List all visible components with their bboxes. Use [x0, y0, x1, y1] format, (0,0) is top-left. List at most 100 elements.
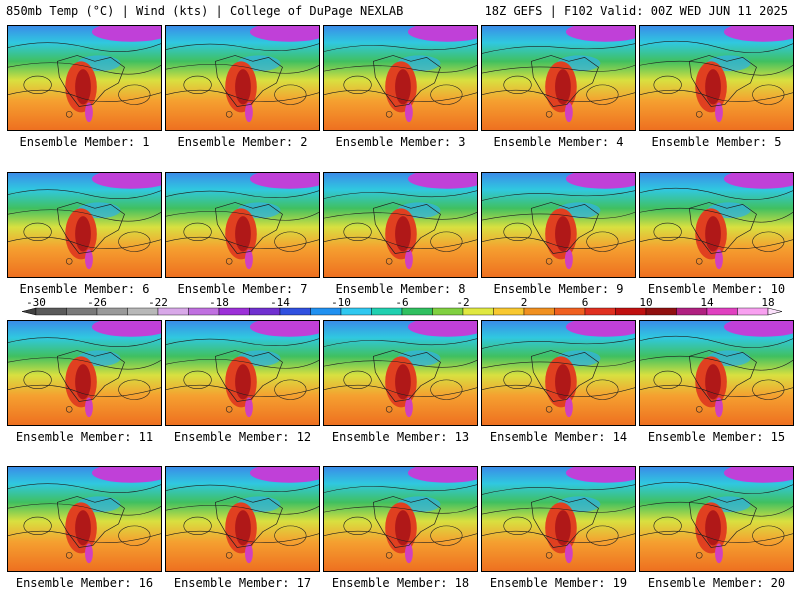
temperature-map-image: [8, 467, 161, 571]
ensemble-member-map: [323, 25, 478, 131]
colorbar-swatch: [645, 307, 677, 316]
ensemble-member-map: [323, 172, 478, 278]
temperature-map-image: [324, 467, 477, 571]
model-run-info: 18Z GEFS | F102 Valid: 00Z WED JUN 11 20…: [484, 4, 788, 18]
ensemble-member-map: [481, 25, 636, 131]
ensemble-member-map: [7, 172, 162, 278]
temperature-map-image: [482, 467, 635, 571]
temperature-map-image: [166, 26, 319, 130]
colorbar-swatch: [706, 307, 738, 316]
temperature-colorbar: -30-26-22-18-14-10-6-2261014182226303438…: [21, 296, 783, 316]
ensemble-member-map: [165, 320, 320, 426]
colorbar-tick-label: -18: [209, 296, 229, 309]
colorbar-swatch: [462, 307, 494, 316]
colorbar-swatch: [35, 307, 67, 316]
temperature-map-image: [640, 321, 793, 425]
colorbar-tick-label: -22: [148, 296, 168, 309]
ensemble-member-map: [481, 466, 636, 572]
ensemble-member-map: [323, 320, 478, 426]
colorbar-tick-label: 6: [582, 296, 589, 309]
ensemble-member-label: Ensemble Member: 3: [335, 135, 466, 149]
colorbar-swatch: [584, 307, 616, 316]
colorbar-tick-label: 14: [700, 296, 714, 309]
temperature-map-image: [166, 467, 319, 571]
ensemble-member-map: [639, 25, 794, 131]
colorbar-tick-label: -10: [331, 296, 351, 309]
ensemble-member-label: Ensemble Member: 10: [647, 282, 786, 296]
temperature-map-image: [482, 173, 635, 277]
ensemble-member-label: Ensemble Member: 6: [19, 282, 150, 296]
ensemble-member-map: [481, 320, 636, 426]
colorbar-swatch: [157, 307, 189, 316]
temperature-map-image: [8, 321, 161, 425]
colorbar-max-arrow: [767, 307, 783, 316]
colorbar-swatch: [249, 307, 281, 316]
ensemble-member-label: Ensemble Member: 19: [489, 576, 628, 590]
colorbar-swatch: [523, 307, 555, 316]
ensemble-member-label: Ensemble Member: 18: [331, 576, 470, 590]
ensemble-member-label: Ensemble Member: 12: [173, 430, 312, 444]
ensemble-member-map: [639, 466, 794, 572]
ensemble-member-label: Ensemble Member: 16: [15, 576, 154, 590]
colorbar-swatch: [493, 307, 525, 316]
colorbar-swatch: [737, 307, 769, 316]
temperature-map-image: [8, 26, 161, 130]
ensemble-member-map: [165, 172, 320, 278]
ensemble-member-label: Ensemble Member: 9: [493, 282, 624, 296]
colorbar-swatch: [66, 307, 98, 316]
ensemble-member-map: [639, 172, 794, 278]
colorbar-tick-label: -26: [87, 296, 107, 309]
ensemble-member-label: Ensemble Member: 20: [647, 576, 786, 590]
temperature-map-image: [324, 26, 477, 130]
colorbar-swatch: [676, 307, 708, 316]
colorbar-tick-label: -14: [270, 296, 290, 309]
colorbar-swatch: [96, 307, 128, 316]
ensemble-member-label: Ensemble Member: 5: [651, 135, 782, 149]
ensemble-member-label: Ensemble Member: 14: [489, 430, 628, 444]
colorbar-tick-label: -2: [456, 296, 469, 309]
ensemble-member-label: Ensemble Member: 2: [177, 135, 308, 149]
ensemble-member-label: Ensemble Member: 1: [19, 135, 150, 149]
colorbar-tick-label: -30: [26, 296, 46, 309]
ensemble-member-map: [481, 172, 636, 278]
colorbar-swatch: [340, 307, 372, 316]
colorbar-min-arrow: [21, 307, 37, 316]
temperature-map-image: [8, 173, 161, 277]
ensemble-member-map: [7, 466, 162, 572]
colorbar-tick-label: 10: [639, 296, 652, 309]
colorbar-swatch: [432, 307, 464, 316]
ensemble-member-label: Ensemble Member: 8: [335, 282, 466, 296]
ensemble-member-map: [323, 466, 478, 572]
ensemble-member-map: [639, 320, 794, 426]
temperature-map-image: [166, 321, 319, 425]
ensemble-member-map: [165, 466, 320, 572]
temperature-map-image: [640, 26, 793, 130]
colorbar-swatch: [218, 307, 250, 316]
temperature-map-image: [166, 173, 319, 277]
temperature-map-image: [482, 26, 635, 130]
temperature-map-image: [324, 173, 477, 277]
colorbar-tick-label: -6: [395, 296, 408, 309]
colorbar-swatch: [310, 307, 342, 316]
temperature-map-image: [482, 321, 635, 425]
ensemble-member-label: Ensemble Member: 15: [647, 430, 786, 444]
ensemble-member-map: [7, 320, 162, 426]
colorbar-tick-label: 2: [521, 296, 528, 309]
colorbar-swatch: [615, 307, 647, 316]
colorbar-tick-label: 18: [761, 296, 774, 309]
colorbar-swatch: [188, 307, 220, 316]
ensemble-member-map: [165, 25, 320, 131]
ensemble-member-label: Ensemble Member: 7: [177, 282, 308, 296]
map-title: 850mb Temp (°C) | Wind (kts) | College o…: [6, 4, 404, 18]
ensemble-member-label: Ensemble Member: 4: [493, 135, 624, 149]
ensemble-member-map: [7, 25, 162, 131]
colorbar-swatch: [554, 307, 586, 316]
colorbar-swatch: [279, 307, 311, 316]
ensemble-member-label: Ensemble Member: 17: [173, 576, 312, 590]
colorbar-swatch: [371, 307, 403, 316]
temperature-map-image: [324, 321, 477, 425]
ensemble-member-label: Ensemble Member: 13: [331, 430, 470, 444]
ensemble-member-label: Ensemble Member: 11: [15, 430, 154, 444]
colorbar-swatch: [127, 307, 159, 316]
temperature-map-image: [640, 467, 793, 571]
